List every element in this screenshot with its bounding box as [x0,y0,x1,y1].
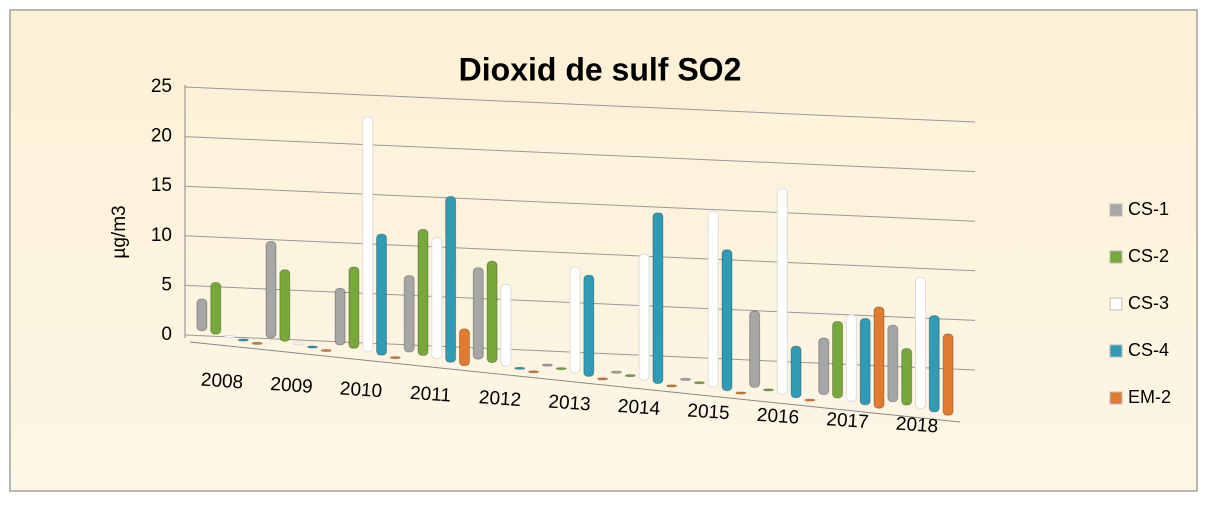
bar [528,370,540,374]
bar [210,282,222,335]
bar [914,276,926,409]
x-tick-label: 2018 [895,414,939,438]
chart-frame [9,9,1198,492]
grid-line [184,136,976,173]
bar [279,269,291,342]
chart-title: Dioxid de sulf SO2 [459,51,742,87]
bar [735,391,747,395]
bar [707,211,719,388]
bar [776,188,788,395]
bar [224,335,236,339]
legend-label: CS-3 [1128,293,1169,313]
grid-line [184,86,976,123]
x-tick-label: 2010 [339,378,383,402]
bar [721,249,733,392]
bar [458,328,470,367]
legend-swatch [1109,297,1123,311]
bar [320,348,332,352]
bar [749,310,761,388]
bar [196,298,208,332]
x-axis [189,341,961,423]
x-tick-label: 2008 [200,370,244,394]
y-tick-label: 5 [161,274,172,295]
bar [334,287,346,346]
x-tick-label: 2013 [548,392,592,416]
grid-line [184,235,976,272]
legend-swatch [1109,203,1123,217]
x-tick-label: 2015 [687,400,731,424]
bar [431,237,443,360]
y-tick-label: 20 [151,126,172,147]
y-tick-label: 15 [151,175,172,196]
bar [569,266,581,374]
legend-label: EM-2 [1128,387,1171,407]
bar [500,284,512,367]
bar [693,381,705,385]
bar [417,228,429,356]
bar [818,337,830,396]
y-tick-label: 25 [151,76,172,97]
bar [293,342,305,346]
legend-label: CS-4 [1128,340,1169,360]
bar [376,233,388,356]
bar [555,367,567,371]
bar [348,266,360,349]
bar [597,377,609,381]
bar [514,366,526,370]
bar [541,363,553,367]
grid-line [184,185,976,222]
x-tick-label: 2012 [478,387,522,411]
bar [859,317,871,406]
bar [610,370,622,374]
bar [237,338,249,342]
y-axis-label: µg/m3 [109,205,130,258]
y-tick-label: 10 [151,225,172,246]
bar [790,345,802,399]
legend-swatch [1109,391,1123,405]
bar [389,356,401,360]
bar [666,384,678,388]
bar [680,377,692,381]
legend-label: CS-1 [1128,199,1169,219]
bar [845,314,857,402]
legend-swatch [1109,344,1123,358]
bar [403,275,415,353]
bar [638,253,650,381]
bar [472,267,484,360]
bar [251,341,263,345]
x-tick-label: 2011 [409,383,451,407]
bar [265,241,277,339]
bar [362,116,374,353]
legend-label: CS-2 [1128,246,1169,266]
bar [583,274,595,377]
x-tick-label: 2014 [617,396,661,420]
y-tick-label: 0 [161,324,172,345]
bar [306,345,318,349]
x-tick-label: 2017 [826,409,870,433]
bar [804,398,816,402]
bar [901,347,913,406]
legend-swatch [1109,250,1123,264]
bar [652,212,664,385]
bar [832,321,844,399]
bar [486,260,498,363]
bar [445,196,457,363]
x-tick-label: 2009 [270,374,314,398]
bar [928,315,940,413]
bar [873,306,885,409]
bar [942,333,954,416]
x-tick-label: 2016 [756,405,800,429]
bar [887,324,899,403]
bar [624,374,636,378]
bar [762,388,774,392]
